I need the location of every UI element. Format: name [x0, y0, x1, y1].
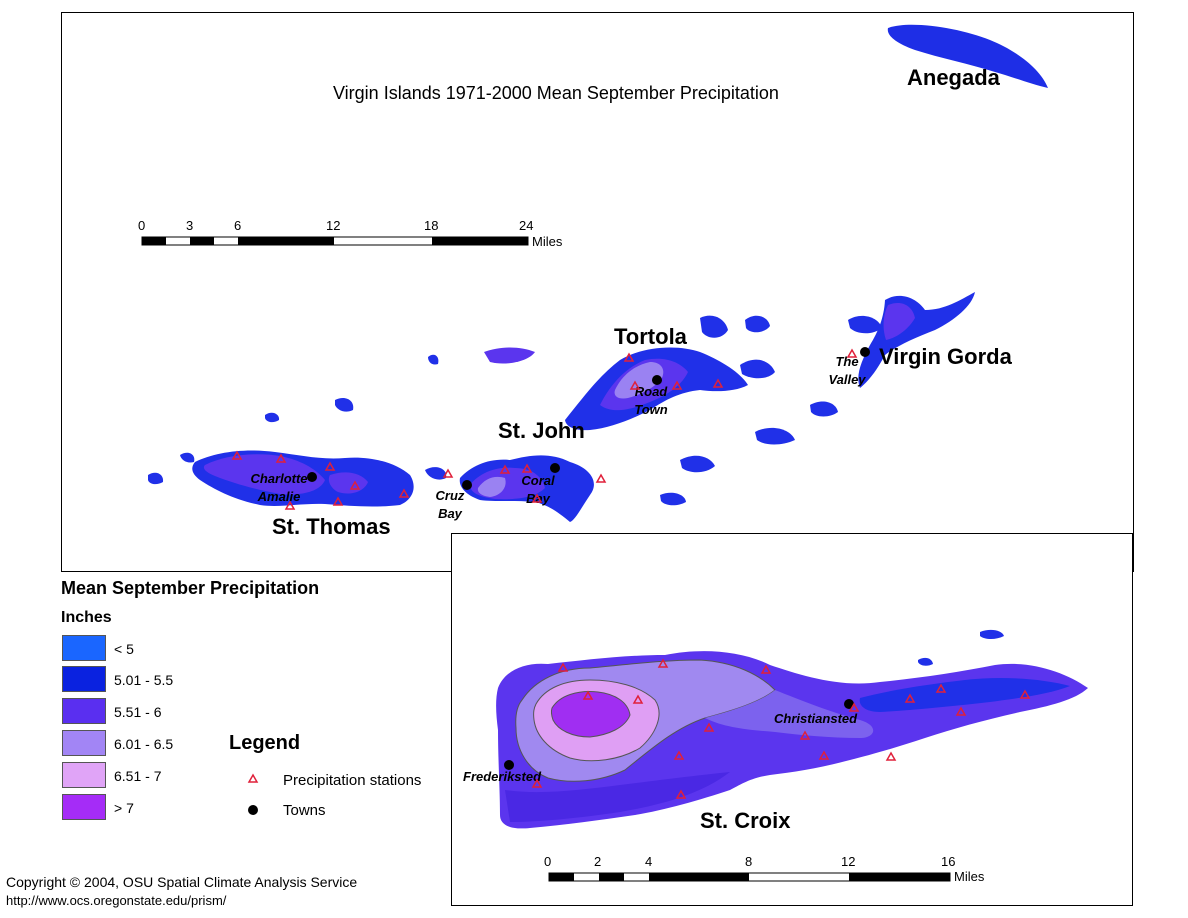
- label-anegada: Anegada: [907, 65, 1000, 90]
- label-the-valley-line2: Valley: [828, 372, 866, 387]
- legend-label-5_5-6: 5.51 - 6: [114, 704, 162, 720]
- st-croix-mid-band: [705, 690, 874, 738]
- cay-1: [700, 315, 728, 338]
- main-stations: [231, 348, 858, 510]
- legend-label-6-6_5: 6.01 - 6.5: [114, 736, 174, 752]
- legend-title: Mean September Precipitation: [61, 578, 320, 598]
- cay-7: [810, 401, 838, 417]
- inset-scale-unit: Miles: [954, 869, 985, 884]
- label-cruz-bay-line2: Bay: [438, 506, 462, 521]
- label-charlotte-amalie: Charlotte Amalie: [234, 470, 324, 506]
- town-coral-bay: [550, 463, 560, 473]
- label-road-town: Road Town: [626, 383, 676, 419]
- label-virgin-gorda: Virgin Gorda: [879, 344, 1012, 369]
- cay-8: [660, 492, 686, 506]
- label-st-thomas: St. Thomas: [272, 514, 391, 539]
- virgin-gorda-rain: [883, 302, 915, 340]
- legend-stations-label: Precipitation stations: [283, 772, 422, 789]
- copyright-text: Copyright © 2004, OSU Spatial Climate An…: [6, 874, 358, 890]
- station-legend-icon: [247, 773, 259, 783]
- cay-10: [148, 472, 164, 485]
- label-coral-bay-line1: Coral: [521, 473, 555, 488]
- inset-cay-2: [918, 657, 933, 666]
- main-scale-unit: Miles: [532, 234, 563, 249]
- main-scale-tick-6: 6: [234, 218, 242, 233]
- town-the-valley: [860, 347, 870, 357]
- inset-scale-tick-4: 4: [645, 854, 653, 869]
- st-croix-rain-gt7: [550, 691, 631, 738]
- label-road-town-line1: Road: [634, 384, 668, 399]
- map-title: Virgin Islands 1971-2000 Mean September …: [333, 83, 779, 103]
- label-st-john: St. John: [498, 418, 585, 443]
- cay-6: [755, 427, 795, 445]
- town-christiansted: [844, 699, 854, 709]
- main-scale-tick-3: 3: [186, 218, 194, 233]
- legend-swatch-5-5_5: [62, 666, 106, 692]
- cay-5: [680, 455, 715, 473]
- cay-14: [180, 452, 195, 463]
- legend-label-5-5_5: 5.01 - 5.5: [114, 672, 174, 688]
- tortola-rain-65: [614, 362, 664, 399]
- st-thomas-rain: [203, 454, 325, 495]
- cay-13: [428, 354, 439, 365]
- cay-3: [740, 359, 775, 379]
- legend-towns-label: Towns: [283, 802, 326, 819]
- legend-label-lt5: < 5: [114, 641, 134, 657]
- cay-4: [484, 347, 535, 364]
- legend-label-gt7: > 7: [114, 800, 134, 816]
- cay-2: [745, 315, 770, 333]
- main-scale-tick-18: 18: [424, 218, 439, 233]
- label-charlotte-amalie-line1: Charlotte: [250, 471, 308, 486]
- label-st-croix: St. Croix: [700, 808, 791, 833]
- main-scale-tick-12: 12: [326, 218, 341, 233]
- source-url[interactable]: http://www.ocs.oregonstate.edu/prism/: [6, 893, 227, 908]
- cay-15: [425, 467, 447, 480]
- st-croix-south-coast: [505, 772, 730, 822]
- label-cruz-bay: Cruz Bay: [428, 487, 472, 523]
- inset-cay-1: [980, 629, 1004, 639]
- legend-label-6_5-7: 6.51 - 7: [114, 768, 162, 784]
- main-scale-tick-0: 0: [138, 218, 146, 233]
- town-legend-icon: [248, 805, 258, 815]
- cay-12: [335, 398, 354, 412]
- legend-swatch-6_5-7: [62, 762, 106, 788]
- label-coral-bay: Coral Bay: [515, 472, 561, 508]
- town-charlotte-amalie: [307, 472, 317, 482]
- town-road-town: [652, 375, 662, 385]
- label-frederiksted: Frederiksted: [463, 769, 542, 784]
- cay-11: [265, 412, 280, 423]
- legend-swatch-6-6_5: [62, 730, 106, 756]
- cay-9: [848, 315, 882, 334]
- inset-scale-tick-12: 12: [841, 854, 856, 869]
- legend-swatch-gt7: [62, 794, 106, 820]
- label-road-town-line2: Town: [634, 402, 668, 417]
- symbols-legend-title: Legend: [229, 732, 301, 754]
- legend-swatch-5_5-6: [62, 698, 106, 724]
- town-cruz-bay: [462, 480, 472, 490]
- inset-scale-tick-2: 2: [594, 854, 602, 869]
- main-scale-tick-24: 24: [519, 218, 534, 233]
- label-cruz-bay-line1: Cruz: [435, 488, 465, 503]
- anegada-shape: [887, 24, 1048, 88]
- inset-scale-tick-8: 8: [745, 854, 753, 869]
- label-christiansted: Christiansted: [774, 711, 858, 726]
- st-croix-north-coast: [859, 678, 1070, 712]
- legend-swatch-lt5: [62, 635, 106, 661]
- label-charlotte-amalie-line2: Amalie: [257, 489, 301, 504]
- legend-units: Inches: [61, 609, 112, 626]
- st-john-rain-65: [477, 476, 506, 497]
- inset-scale-tick-0: 0: [544, 854, 552, 869]
- label-tortola: Tortola: [614, 324, 687, 349]
- inset-scale-tick-16: 16: [941, 854, 956, 869]
- inset-stations: [531, 658, 1031, 799]
- town-frederiksted: [504, 760, 514, 770]
